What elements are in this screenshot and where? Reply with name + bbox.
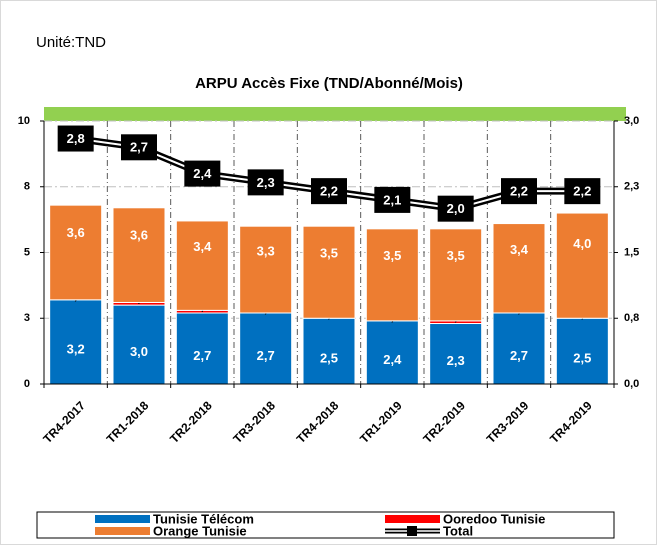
data-label: 3,5 <box>447 248 465 263</box>
legend-label: Total <box>443 523 473 538</box>
y2-tick-label: 3,0 <box>624 115 639 127</box>
bar-segment <box>49 204 103 301</box>
bar-segment <box>429 228 483 322</box>
data-label: 2,3 <box>447 353 465 368</box>
data-label: 3,3 <box>257 244 275 259</box>
bar-segment <box>302 225 356 319</box>
y2-tick-label: 2,3 <box>624 181 639 193</box>
bar-segment <box>365 320 419 385</box>
data-label: 2,7 <box>130 140 148 155</box>
data-label: 3,6 <box>67 225 85 240</box>
data-label: 2,2 <box>573 184 591 199</box>
header-band <box>44 107 626 121</box>
y-tick-label: 5 <box>24 246 30 258</box>
data-label: 3,5 <box>320 245 338 260</box>
chart-subtitle: Unité:TND <box>36 34 106 51</box>
data-label: 2,5 <box>573 351 591 366</box>
data-label: 2,7 <box>193 348 211 363</box>
data-label: 2,4 <box>193 166 212 181</box>
data-label: 3,0 <box>130 344 148 359</box>
data-label: 3,2 <box>67 341 85 356</box>
data-label: 2,2 <box>510 184 528 199</box>
total-marker <box>437 195 474 222</box>
bar-segment <box>365 228 419 322</box>
data-label: 2,8 <box>67 131 85 146</box>
data-label: 3,5 <box>383 248 401 263</box>
bar-segment <box>302 317 356 385</box>
data-label: 2,5 <box>320 351 338 366</box>
data-label: 2,1 <box>383 192 401 207</box>
bar-segment <box>175 220 229 311</box>
bar-segment <box>555 212 609 319</box>
legend-label: Ooredoo Tunisie <box>443 511 545 526</box>
data-label: 2,4 <box>383 352 402 367</box>
total-marker <box>501 178 537 205</box>
y-tick-label: 3 <box>24 312 30 324</box>
data-label: 3,4 <box>510 242 529 257</box>
y-tick-label: 0 <box>24 378 30 390</box>
total-marker <box>374 186 411 213</box>
data-label: 3,6 <box>130 228 148 243</box>
data-label: 4,0 <box>573 236 591 251</box>
total-marker <box>564 178 601 205</box>
y-tick-label: 10 <box>18 115 30 127</box>
data-label: 2,0 <box>447 201 465 216</box>
y2-tick-label: 0,8 <box>624 312 639 324</box>
bar-segment <box>239 312 293 385</box>
data-label: 2,2 <box>320 184 338 199</box>
bar-segment <box>175 312 229 385</box>
bar-segment <box>112 207 166 303</box>
total-marker <box>121 134 157 161</box>
data-label: 2,7 <box>257 348 275 363</box>
legend-swatch <box>95 515 150 523</box>
total-marker <box>311 178 347 205</box>
legend-marker <box>407 526 417 536</box>
y-tick-label: 8 <box>24 181 30 193</box>
total-marker <box>57 125 94 152</box>
legend-label: Tunisie Télécom <box>153 511 254 526</box>
bar-segment <box>112 304 166 385</box>
legend-swatch <box>385 515 440 523</box>
bar-segment <box>429 323 483 385</box>
bar-segment <box>239 225 293 314</box>
y2-tick-label: 1,5 <box>624 246 639 258</box>
data-label: 3,4 <box>193 239 212 254</box>
y2-tick-label: 0,0 <box>624 378 639 390</box>
chart-title: ARPU Accès Fixe (TND/Abonné/Mois) <box>195 75 463 92</box>
legend-swatch <box>95 527 150 535</box>
data-label: 2,3 <box>257 175 275 190</box>
legend-label: Orange Tunisie <box>153 523 247 538</box>
bar-segment <box>49 299 103 385</box>
total-marker <box>184 160 221 187</box>
bar-segment <box>492 223 546 314</box>
data-label: 2,7 <box>510 348 528 363</box>
total-marker <box>247 169 284 196</box>
